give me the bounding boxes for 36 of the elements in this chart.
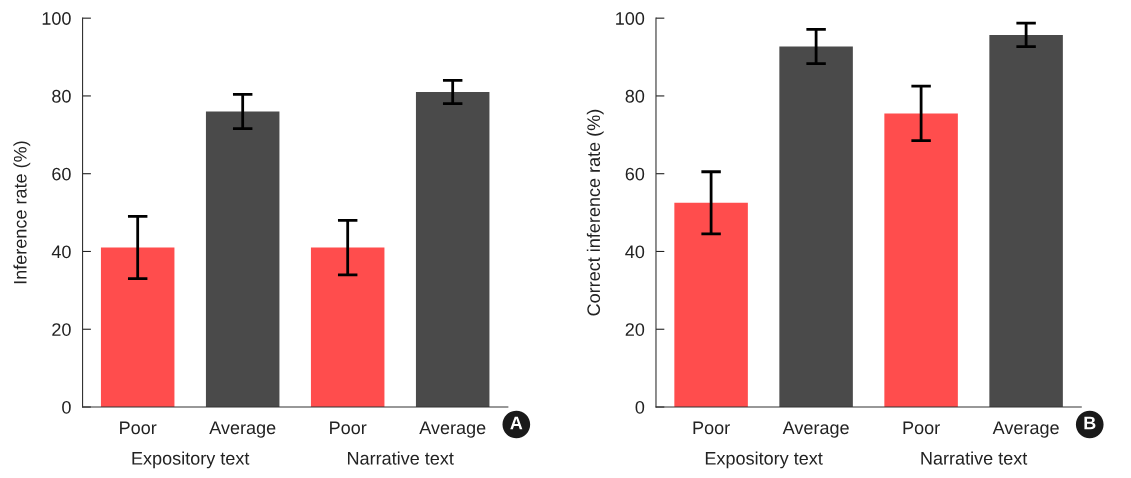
y-tick-label: 80	[52, 89, 71, 103]
text: Expository text	[132, 451, 250, 469]
y-tick-label: 20	[52, 323, 71, 336]
y-tick-label: 40	[51, 245, 71, 259]
y-tick-label: 20	[625, 323, 645, 336]
y-axis-title: Correct inference rate (%)	[586, 109, 604, 316]
x-tick-label: Poor	[693, 421, 730, 435]
text: Expository text	[705, 451, 823, 469]
y-tick-label: 0	[62, 400, 71, 414]
y-tick-label: 40	[625, 245, 645, 259]
bar	[310, 247, 385, 408]
text: Narrative text	[347, 451, 454, 465]
text: B	[1084, 416, 1096, 430]
bar	[989, 34, 1063, 408]
x-tick-label: Average	[419, 421, 486, 438]
bar	[415, 92, 490, 408]
x-tick-label: Poor	[330, 421, 367, 435]
y-tick-label: 60	[625, 167, 645, 181]
y-tick-label: 0	[635, 400, 645, 414]
bar	[779, 46, 853, 408]
x-tick-label: Average	[992, 421, 1059, 438]
x-tick-label: Poor	[120, 421, 157, 435]
bar	[205, 111, 280, 408]
bar	[674, 202, 748, 408]
x-tick-label: Average	[209, 421, 276, 438]
bar	[100, 247, 175, 408]
text: A	[510, 416, 523, 430]
x-tick-label: Poor	[903, 421, 940, 435]
y-axis-title: Inference rate (%)	[13, 141, 31, 284]
bar	[884, 113, 958, 408]
y-tick-label: 60	[52, 167, 71, 181]
y-tick-label: 80	[625, 89, 645, 103]
y-tick-label: 100	[616, 12, 645, 25]
text: Narrative text	[921, 451, 1028, 465]
x-tick-label: Average	[782, 421, 849, 438]
y-tick-label: 100	[42, 12, 71, 25]
